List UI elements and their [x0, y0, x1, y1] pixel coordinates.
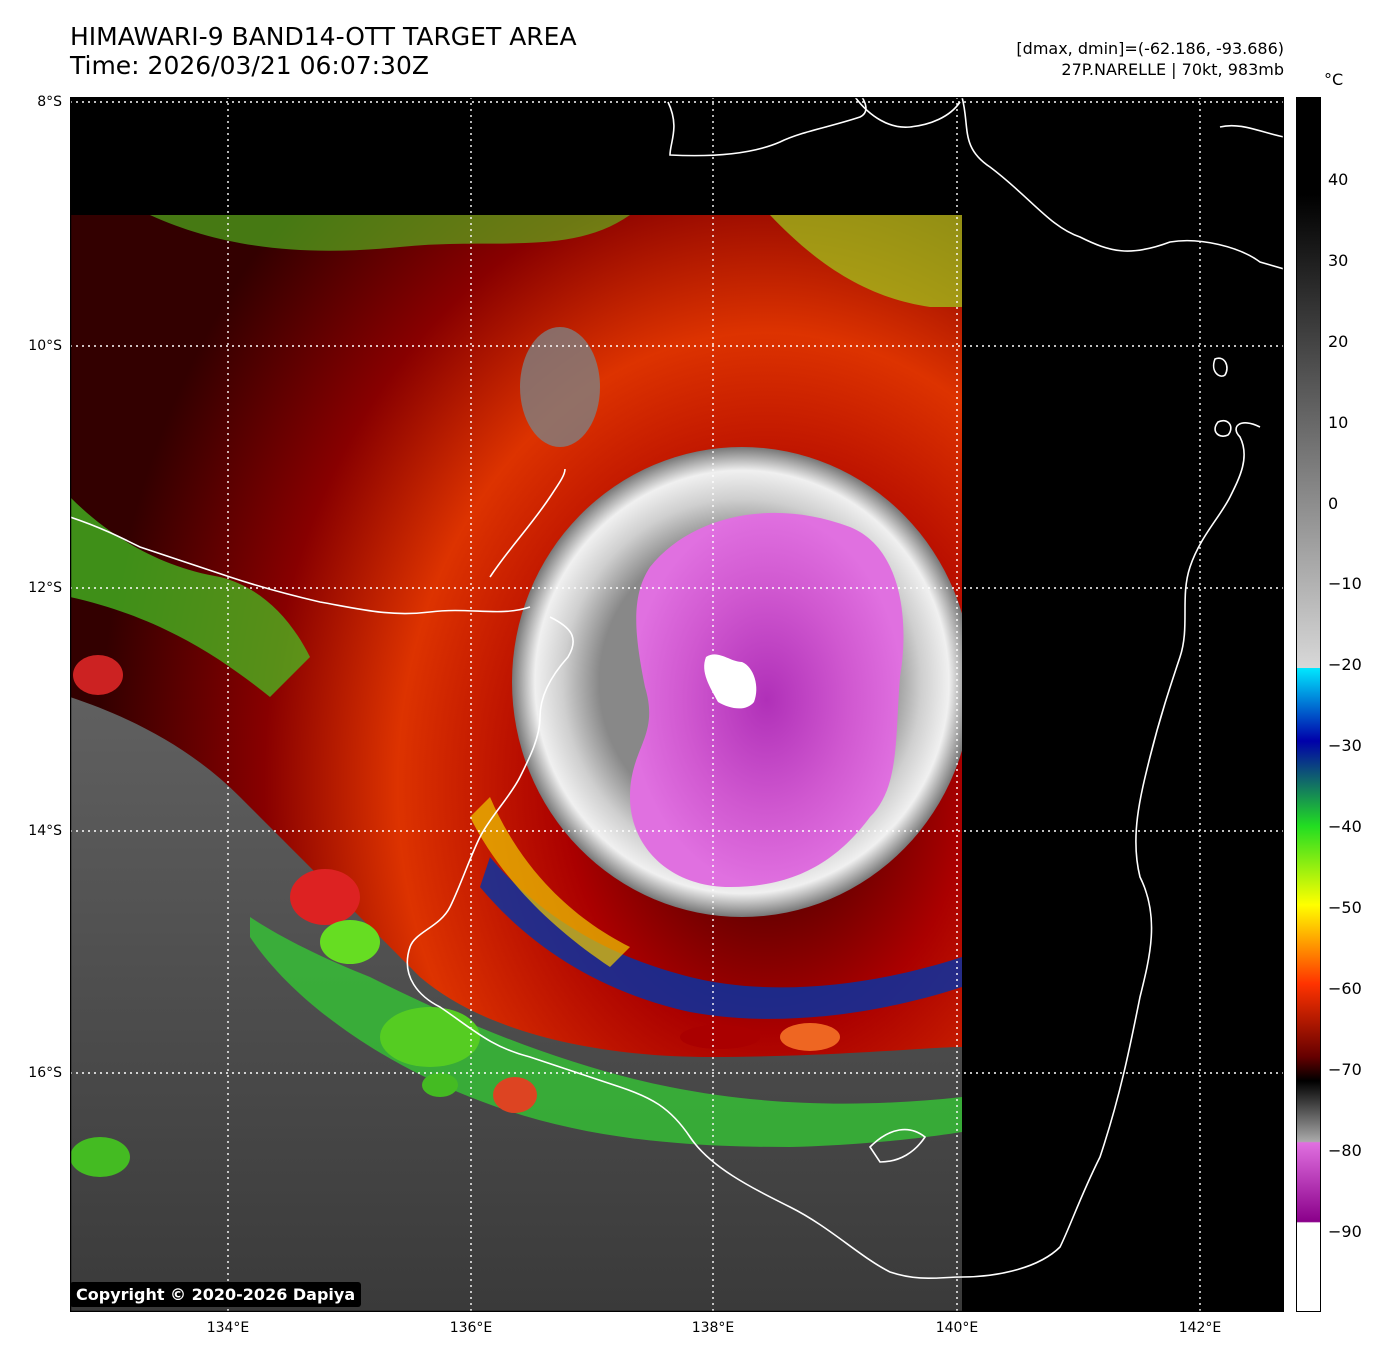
colorbar-tick-10: 10 [1328, 413, 1349, 432]
cold-core [630, 512, 904, 887]
graticule [70, 97, 1284, 1312]
chart-title: HIMAWARI-9 BAND14-OTT TARGET AREA Time: … [70, 22, 577, 80]
lon-label-138e: 138°E [691, 1320, 735, 1336]
lat-label-14s: 14°S [28, 823, 62, 839]
dmax-dmin-label: [dmax, dmin]=(-62.186, -93.686) [1016, 39, 1284, 58]
colorbar [1296, 97, 1321, 1312]
colorbar-tick-minus40: −40 [1328, 817, 1362, 836]
lon-label-136e: 136°E [449, 1320, 493, 1336]
lat-label-8s: 8°S [37, 94, 62, 110]
title-line-2: Time: 2026/03/21 06:07:30Z [70, 51, 429, 80]
colorbar-tick-40: 40 [1328, 170, 1349, 189]
lon-label-142e: 142°E [1178, 1320, 1222, 1336]
coastlines [70, 97, 1284, 1280]
colorbar-tick-minus80: −80 [1328, 1141, 1362, 1160]
storm-info-label: 27P.NARELLE | 70kt, 983mb [1061, 60, 1284, 79]
colorbar-tick-20: 20 [1328, 332, 1349, 351]
colorbar-tick-minus50: −50 [1328, 898, 1362, 917]
colorbar-tick-minus30: −30 [1328, 736, 1362, 755]
lat-label-16s: 16°S [28, 1065, 62, 1081]
lon-label-134e: 134°E [206, 1320, 250, 1336]
colorbar-tick-minus90: −90 [1328, 1222, 1362, 1241]
copyright-label: Copyright © 2020-2026 Dapiya [70, 1282, 362, 1307]
colorbar-tick-minus70: −70 [1328, 1060, 1362, 1079]
colorbar-tick-minus60: −60 [1328, 979, 1362, 998]
satellite-map [70, 97, 1284, 1312]
storm-eye [704, 654, 757, 709]
lon-label-140e: 140°E [935, 1320, 979, 1336]
satellite-imagery [70, 215, 962, 1312]
colorbar-tick-minus20: −20 [1328, 655, 1362, 674]
colorbar-tick-minus10: −10 [1328, 574, 1362, 593]
lat-label-10s: 10°S [28, 338, 62, 354]
title-line-1: HIMAWARI-9 BAND14-OTT TARGET AREA [70, 22, 577, 51]
colorbar-tick-0: 0 [1328, 494, 1339, 513]
lat-label-12s: 12°S [28, 580, 62, 596]
colorbar-unit: °C [1324, 70, 1344, 89]
storm-meta: [dmax, dmin]=(-62.186, -93.686) 27P.NARE… [1016, 38, 1284, 80]
colorbar-tick-30: 30 [1328, 251, 1349, 270]
